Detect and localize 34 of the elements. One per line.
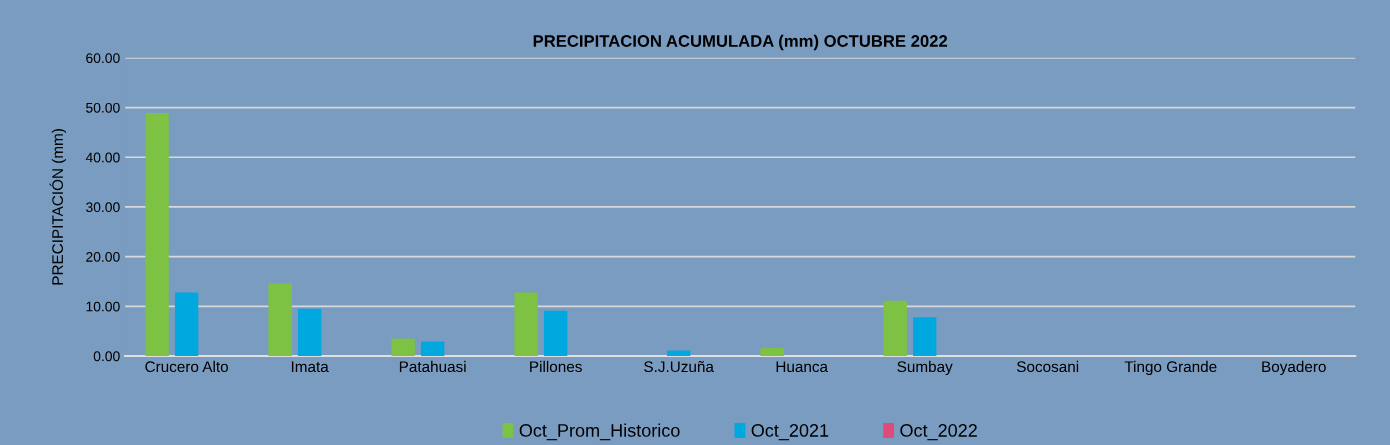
bar bbox=[297, 308, 322, 356]
bar bbox=[760, 348, 784, 356]
x-tick-label: S.J.Uzuña bbox=[644, 360, 714, 373]
y-tick-label: 0.00 bbox=[93, 351, 120, 362]
y-tick-label: 30.00 bbox=[86, 202, 120, 213]
x-tick-label: Pillones bbox=[530, 360, 582, 373]
y-tick-label: 50.00 bbox=[86, 102, 120, 113]
bar bbox=[174, 292, 199, 356]
y-tick-label: 20.00 bbox=[86, 251, 120, 262]
bar bbox=[666, 350, 691, 356]
bar bbox=[268, 283, 292, 356]
x-tick-label: Sumbay bbox=[897, 360, 953, 376]
y-tick-label: 40.00 bbox=[85, 152, 120, 163]
bar bbox=[420, 341, 445, 356]
x-tick-label: Patahuasi bbox=[399, 360, 466, 373]
y-tick-label: 10.00 bbox=[86, 301, 120, 312]
bar bbox=[543, 310, 568, 356]
y-axis-title: PRECIPITACIÓN (mm) bbox=[49, 129, 67, 285]
x-tick-label: Socosani bbox=[1016, 360, 1079, 373]
bar bbox=[883, 300, 907, 356]
x-tick-label: Huanca bbox=[776, 361, 829, 373]
legend-label: Oct_2022 bbox=[900, 424, 977, 441]
bar bbox=[514, 292, 538, 356]
legend-label: Oct_2021 bbox=[751, 424, 829, 441]
bar bbox=[913, 317, 937, 356]
x-tick-label: Crucero Alto bbox=[145, 360, 228, 373]
chart-title: PRECIPITACION ACUMULADA (mm) OCTUBRE 2022 bbox=[533, 34, 948, 51]
x-tick-label: Imata bbox=[291, 361, 329, 373]
legend-label: Oct_Prom_Historico bbox=[519, 423, 680, 441]
bar bbox=[145, 113, 169, 356]
x-tick-label: Boyadero bbox=[1262, 360, 1326, 376]
y-tick-label: 60.00 bbox=[86, 53, 120, 64]
bar bbox=[391, 338, 415, 356]
x-tick-label: Tingo Grande bbox=[1124, 360, 1217, 376]
